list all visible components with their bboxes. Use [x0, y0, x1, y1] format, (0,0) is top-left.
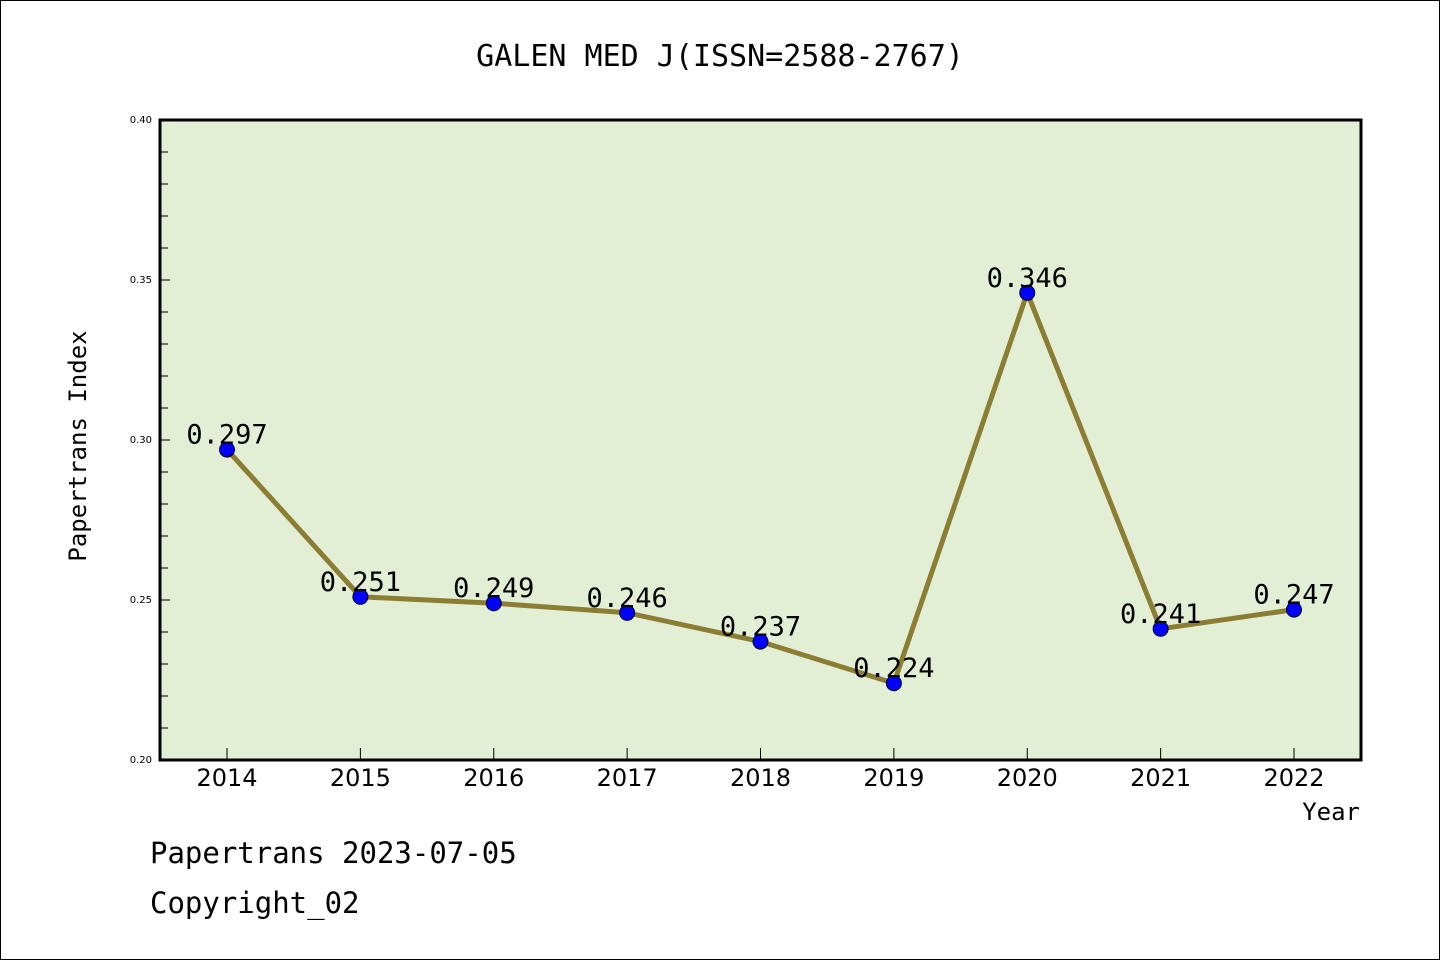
y-tick-label: 0.40 — [130, 115, 152, 126]
x-tick-label: 2014 — [196, 764, 257, 792]
data-label: 0.224 — [853, 653, 934, 684]
x-axis-label: Year — [1302, 798, 1360, 826]
data-label-group: 0.297 0.251 0.249 0.246 0.237 0.224 0.346 0.241… — [186, 263, 1334, 684]
footer-date: Papertrans 2023-07-05 — [150, 836, 517, 870]
x-tick-label: 2015 — [330, 764, 391, 792]
x-tick-label: 2020 — [997, 764, 1058, 792]
data-label: 0.346 — [987, 263, 1068, 294]
data-label: 0.241 — [1120, 599, 1201, 630]
chart-title: GALEN MED J(ISSN=2588-2767) — [476, 39, 964, 74]
x-tick-label: 2022 — [1263, 764, 1324, 792]
y-axis-label: Papertrans Index — [64, 330, 92, 561]
x-tick-label: 2019 — [863, 764, 924, 792]
data-point — [752, 633, 769, 650]
data-point — [619, 604, 636, 621]
x-tick-label: 2017 — [597, 764, 658, 792]
data-label: 0.247 — [1253, 580, 1334, 611]
x-axis: 2014 2015 2016 2017 2018 2019 2020 2021 2022 — [196, 748, 1325, 792]
data-label: 0.249 — [453, 573, 534, 604]
data-label: 0.297 — [186, 420, 267, 451]
x-tick-label: 2018 — [730, 764, 791, 792]
data-point — [352, 588, 369, 605]
plot-area — [158, 118, 1363, 762]
y-tick-label: 0.25 — [130, 595, 152, 606]
data-point — [219, 441, 235, 458]
data-point — [1286, 601, 1302, 618]
y-tick-label: 0.30 — [130, 435, 152, 446]
data-point — [885, 675, 902, 692]
y-tick-label: 0.20 — [130, 755, 152, 766]
data-point — [1152, 620, 1169, 637]
x-tick-label: 2016 — [463, 764, 524, 792]
data-point — [485, 595, 502, 612]
data-label: 0.246 — [586, 583, 667, 614]
x-tick-label: 2021 — [1130, 764, 1191, 792]
data-label: 0.251 — [320, 567, 401, 598]
y-tick-label: 0.35 — [130, 275, 152, 286]
data-point — [1019, 284, 1036, 301]
footer-copyright: Copyright_02 — [150, 886, 360, 920]
data-label: 0.237 — [720, 612, 801, 643]
y-axis: 0.20 0.25 0.30 0.35 0.40 — [130, 115, 170, 766]
series-line-group — [219, 284, 1302, 692]
